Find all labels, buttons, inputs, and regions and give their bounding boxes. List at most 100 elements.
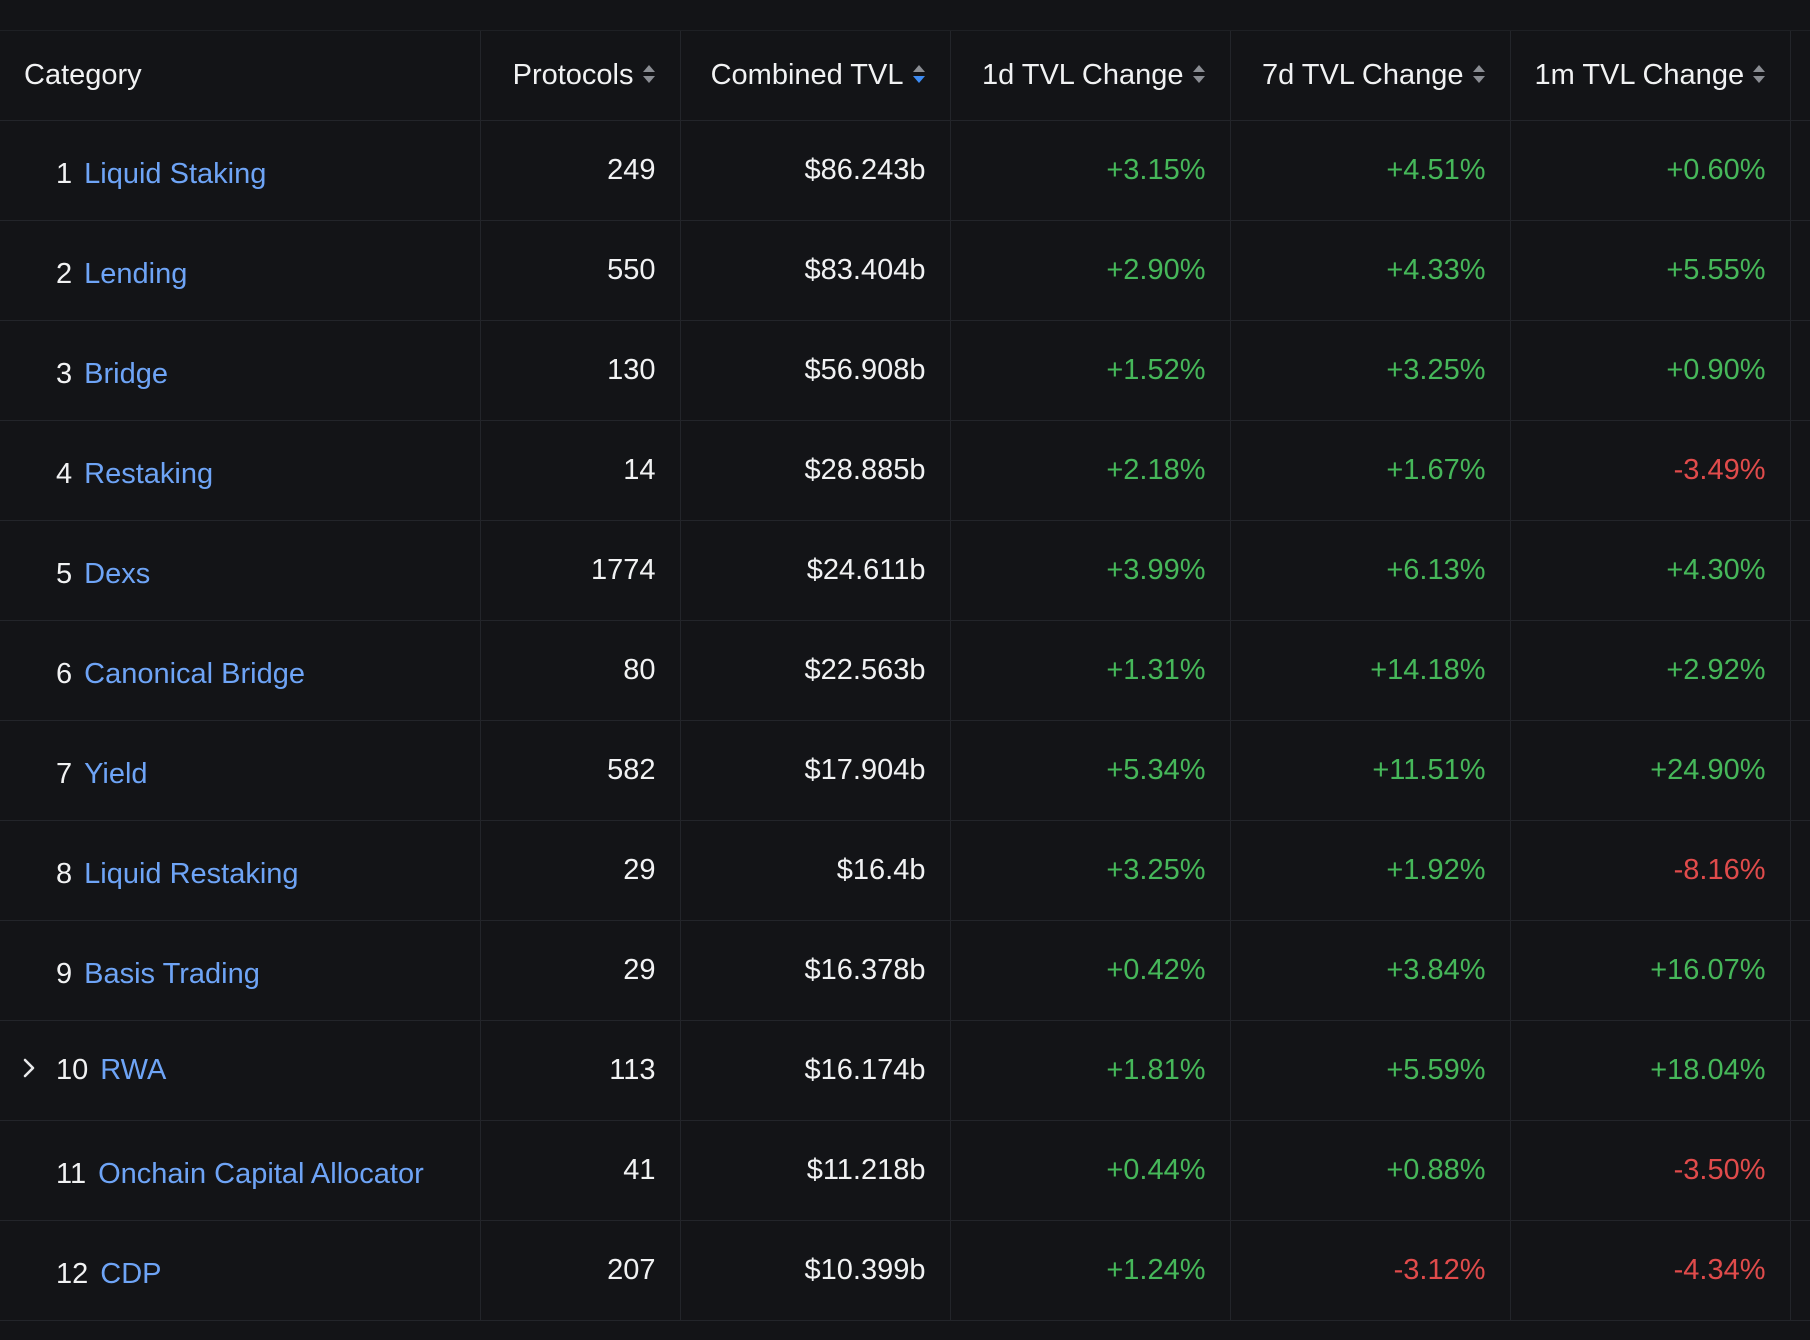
sort-icon[interactable] <box>1472 63 1486 85</box>
header-protocols[interactable]: Protocols <box>480 31 681 121</box>
category-link[interactable]: Basis Trading <box>84 958 260 991</box>
filler-cell <box>1790 120 1810 221</box>
table-row[interactable]: 2 Lending 550 $83.404b +2.90% +4.33% +5.55% <box>0 220 1810 321</box>
category-cell: 8 Liquid Restaking <box>0 820 481 921</box>
combined-tvl-cell: $17.904b <box>680 720 951 821</box>
category-link[interactable]: RWA <box>100 1053 167 1086</box>
header-filler <box>1790 31 1810 121</box>
chevron-right-icon[interactable] <box>22 1054 56 1086</box>
sort-icon[interactable] <box>1192 63 1206 85</box>
change-7d-cell: +1.92% <box>1230 820 1511 921</box>
change-7d-cell: +4.51% <box>1230 120 1511 221</box>
table-row[interactable]: 5 Dexs 1774 $24.611b +3.99% +6.13% +4.30% <box>0 520 1810 621</box>
change-7d-cell: +1.67% <box>1230 420 1511 521</box>
category-link[interactable]: Canonical Bridge <box>84 658 305 691</box>
category-link[interactable]: Liquid Restaking <box>84 858 299 891</box>
change-1m-cell: +18.04% <box>1510 1020 1791 1121</box>
change-7d-cell: +3.84% <box>1230 920 1511 1021</box>
change-7d-cell: +14.18% <box>1230 620 1511 721</box>
filler-cell <box>1790 720 1810 821</box>
filler-cell <box>1790 1220 1810 1321</box>
protocols-cell: 249 <box>480 120 681 221</box>
header-row: Category Protocols Combined TVL 1d TVL C… <box>0 31 1810 121</box>
category-link[interactable]: Bridge <box>84 358 168 391</box>
change-1d-cell: +1.81% <box>950 1020 1231 1121</box>
header-category-label: Category <box>24 59 142 91</box>
category-link[interactable]: Liquid Staking <box>84 158 267 191</box>
protocols-cell: 130 <box>480 320 681 421</box>
change-7d-cell: +5.59% <box>1230 1020 1511 1121</box>
category-link[interactable]: CDP <box>100 1258 162 1291</box>
change-1d-cell: +1.24% <box>950 1220 1231 1321</box>
category-cell: 10 RWA <box>0 1020 481 1121</box>
protocols-cell: 207 <box>480 1220 681 1321</box>
change-1d-cell: +1.52% <box>950 320 1231 421</box>
table-row[interactable]: 11 Onchain Capital Allocator 41 $11.218b +0.… <box>0 1120 1810 1221</box>
category-table: Category Protocols Combined TVL 1d TVL C… <box>0 31 1810 1321</box>
category-cell-inner: 4 Restaking <box>22 458 213 491</box>
category-cell: 1 Liquid Staking <box>0 120 481 221</box>
header-7d-change-label: 7d TVL Change <box>1261 59 1464 91</box>
change-1m-cell: +5.55% <box>1510 220 1791 321</box>
table-row[interactable]: 6 Canonical Bridge 80 $22.563b +1.31% +14.18%… <box>0 620 1810 721</box>
change-1m-cell: -3.50% <box>1510 1120 1791 1221</box>
category-cell-inner: 11 Onchain Capital Allocator <box>22 1158 424 1191</box>
header-category: Category <box>0 31 481 121</box>
change-1d-cell: +5.34% <box>950 720 1231 821</box>
category-link[interactable]: Restaking <box>84 458 214 491</box>
category-cell: 9 Basis Trading <box>0 920 481 1021</box>
change-1m-cell: +0.90% <box>1510 320 1791 421</box>
header-1m-change[interactable]: 1m TVL Change <box>1510 31 1791 121</box>
sort-icon[interactable] <box>1752 63 1766 85</box>
table-row[interactable]: 9 Basis Trading 29 $16.378b +0.42% +3.84% +16.… <box>0 920 1810 1021</box>
header-combined-tvl[interactable]: Combined TVL <box>680 31 951 121</box>
combined-tvl-cell: $10.399b <box>680 1220 951 1321</box>
table-row[interactable]: 3 Bridge 130 $56.908b +1.52% +3.25% +0.90% <box>0 320 1810 421</box>
category-cell-inner: 10 RWA <box>22 1054 166 1087</box>
table-row[interactable]: 12 CDP 207 $10.399b +1.24% -3.12% -4.34% <box>0 1220 1810 1321</box>
table-row[interactable]: 7 Yield 582 $17.904b +5.34% +11.51% +24.90% <box>0 720 1810 821</box>
change-7d-cell: +0.88% <box>1230 1120 1511 1221</box>
change-7d-cell: -3.12% <box>1230 1220 1511 1321</box>
top-bar <box>0 0 1810 31</box>
combined-tvl-cell: $86.243b <box>680 120 951 221</box>
category-cell: 2 Lending <box>0 220 481 321</box>
rank-number: 2 <box>56 258 73 291</box>
header-1d-change-label: 1d TVL Change <box>981 59 1184 91</box>
protocols-cell: 41 <box>480 1120 681 1221</box>
change-1d-cell: +3.15% <box>950 120 1231 221</box>
sort-icon[interactable] <box>912 63 926 85</box>
combined-tvl-cell: $16.378b <box>680 920 951 1021</box>
category-link[interactable]: Onchain Capital Allocator <box>98 1158 424 1191</box>
category-cell-inner: 3 Bridge <box>22 358 168 391</box>
filler-cell <box>1790 420 1810 521</box>
category-link[interactable]: Dexs <box>84 558 151 591</box>
category-cell-inner: 5 Dexs <box>22 558 150 591</box>
combined-tvl-cell: $56.908b <box>680 320 951 421</box>
category-cell-inner: 6 Canonical Bridge <box>22 658 305 691</box>
rank-number: 4 <box>56 458 73 491</box>
table-header: Category Protocols Combined TVL 1d TVL C… <box>0 31 1810 121</box>
category-cell: 12 CDP <box>0 1220 481 1321</box>
table-row[interactable]: 1 Liquid Staking 249 $86.243b +3.15% +4.51% +0… <box>0 120 1810 221</box>
protocols-cell: 14 <box>480 420 681 521</box>
combined-tvl-cell: $16.4b <box>680 820 951 921</box>
change-1m-cell: +0.60% <box>1510 120 1791 221</box>
category-link[interactable]: Lending <box>84 258 188 291</box>
category-cell-inner: 9 Basis Trading <box>22 958 260 991</box>
change-7d-cell: +3.25% <box>1230 320 1511 421</box>
change-1d-cell: +2.90% <box>950 220 1231 321</box>
category-cell: 7 Yield <box>0 720 481 821</box>
table-row[interactable]: 10 RWA 113 $16.174b +1.81% +5.59% +18.04% <box>0 1020 1810 1121</box>
table-row[interactable]: 8 Liquid Restaking 29 $16.4b +3.25% +1.92% -8.… <box>0 820 1810 921</box>
header-protocols-label: Protocols <box>512 59 634 91</box>
protocols-cell: 1774 <box>480 520 681 621</box>
table-row[interactable]: 4 Restaking 14 $28.885b +2.18% +1.67% -3.49% <box>0 420 1810 521</box>
header-7d-change[interactable]: 7d TVL Change <box>1230 31 1511 121</box>
change-1d-cell: +2.18% <box>950 420 1231 521</box>
filler-cell <box>1790 520 1810 621</box>
sort-icon[interactable] <box>642 63 656 85</box>
header-1d-change[interactable]: 1d TVL Change <box>950 31 1231 121</box>
category-link[interactable]: Yield <box>84 758 148 791</box>
category-cell-inner: 7 Yield <box>22 758 148 791</box>
